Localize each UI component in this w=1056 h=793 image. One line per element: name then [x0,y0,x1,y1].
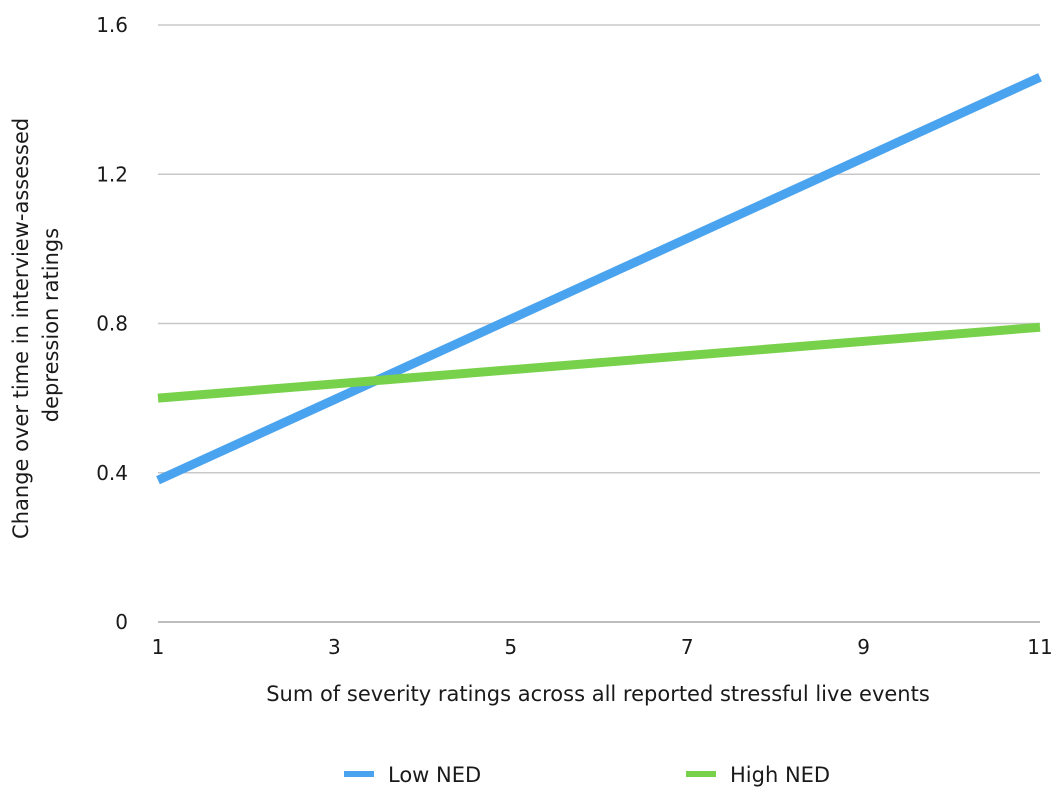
series-line-low-ned [156,73,1042,485]
y-tick-label: 0 [115,610,128,634]
y-axis-title: Change over time in interview-assessed d… [9,111,63,539]
x-tick-label: 3 [328,635,341,659]
x-tick-label: 1 [152,635,165,659]
series-lines [156,73,1042,485]
x-axis-title: Sum of severity ratings across all repor… [266,682,930,706]
x-tick-label: 11 [1027,635,1052,659]
legend-item-high-ned: High NED [686,763,830,787]
series-line-high-ned [157,322,1041,403]
x-tick-label: 9 [857,635,870,659]
y-tick-label: 1.2 [96,162,128,186]
legend-label: High NED [730,763,830,787]
y-tick-label: 1.6 [96,13,128,37]
gridlines [158,24,1040,623]
y-tick-label: 0.4 [96,461,128,485]
legend: Low NED High NED [344,763,830,787]
legend-label: Low NED [388,763,481,787]
legend-item-low-ned: Low NED [344,763,481,787]
y-axis-title-line-2: depression ratings [39,228,63,422]
x-tick-label: 5 [504,635,517,659]
y-axis-title-line-1: Change over time in interview-assessed [9,118,33,539]
x-tick-label: 7 [681,635,694,659]
y-axis-ticks: 0 0.4 0.8 1.2 1.6 [96,13,128,634]
y-tick-label: 0.8 [96,312,128,336]
x-axis-ticks: 1 3 5 7 9 11 [152,635,1053,659]
